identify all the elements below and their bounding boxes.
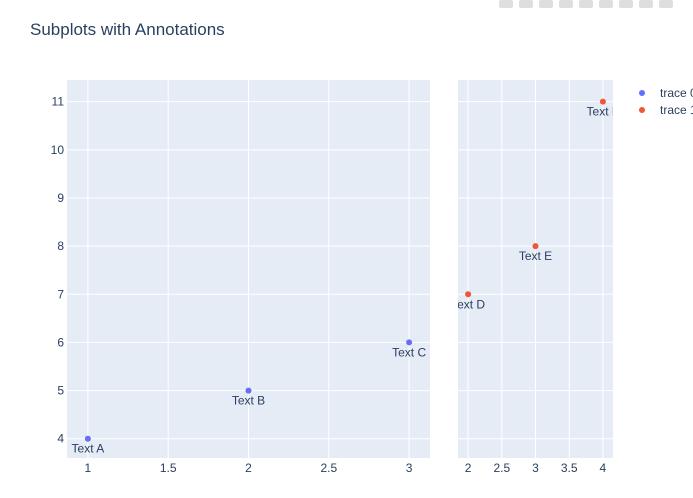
legend-marker[interactable]	[639, 90, 645, 96]
modebar-toolbar[interactable]	[499, 0, 673, 8]
x-tick-label: 2	[465, 461, 472, 475]
zoom-icon[interactable]	[519, 0, 533, 8]
legend-label[interactable]: trace 0	[660, 86, 693, 100]
legend-label[interactable]: trace 1	[660, 103, 693, 117]
chart-title: Subplots with Annotations	[30, 20, 225, 39]
box-select-icon[interactable]	[559, 0, 573, 8]
data-label: Text F	[587, 105, 620, 119]
reset-axes-icon[interactable]	[659, 0, 673, 8]
x-tick-label: 1	[85, 461, 92, 475]
pan-icon[interactable]	[539, 0, 553, 8]
x-tick-label: 3.5	[561, 461, 578, 475]
data-point[interactable]	[84, 435, 91, 442]
y-tick-label: 10	[51, 143, 65, 157]
y-tick-label: 7	[57, 287, 64, 301]
y-tick-label: 8	[57, 239, 64, 253]
data-label: Text C	[392, 345, 426, 359]
camera-icon[interactable]	[499, 0, 513, 8]
data-label: Text B	[232, 394, 265, 408]
data-label: Text E	[519, 249, 552, 263]
subplot-right[interactable]: 2 2.5 3 3.5 4 Text D Text E Text F	[451, 80, 619, 475]
data-point[interactable]	[245, 387, 252, 394]
data-point[interactable]	[532, 243, 539, 250]
autoscale-icon[interactable]	[639, 0, 653, 8]
data-point[interactable]	[599, 98, 606, 105]
x-tick-label: 2	[245, 461, 252, 475]
data-point[interactable]	[406, 339, 413, 346]
x-tick-label: 4	[600, 461, 607, 475]
x-tick-label: 3	[532, 461, 539, 475]
y-tick-label: 11	[52, 95, 65, 109]
y-tick-label: 5	[57, 384, 64, 398]
x-tick-label: 3	[406, 461, 413, 475]
y-tick-label: 4	[57, 432, 64, 446]
x-tick-label: 2.5	[493, 461, 510, 475]
subplot-left[interactable]: 1 1.5 2 2.5 3 4 5 6 7 8 9 10 11 Text A Text B Text C	[51, 80, 430, 475]
x-tick-label: 1.5	[160, 461, 177, 475]
y-tick-label: 9	[57, 191, 64, 205]
zoom-in-icon[interactable]	[599, 0, 613, 8]
data-label: Text D	[451, 297, 485, 311]
legend-marker[interactable]	[639, 107, 645, 113]
legend[interactable]: trace 0 trace 1	[639, 86, 693, 117]
y-tick-label: 6	[57, 335, 64, 349]
zoom-out-icon[interactable]	[619, 0, 633, 8]
data-point[interactable]	[465, 291, 472, 298]
x-tick-label: 2.5	[320, 461, 337, 475]
data-label: Text A	[72, 442, 105, 456]
lasso-icon[interactable]	[579, 0, 593, 8]
